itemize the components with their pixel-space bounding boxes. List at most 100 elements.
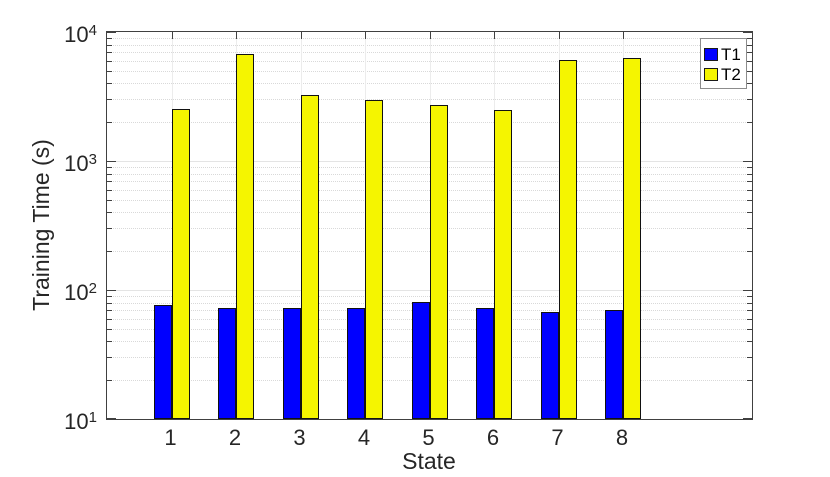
y-tick-label: 101: [64, 408, 97, 434]
x-tick-label: 2: [228, 425, 242, 450]
y-major-tick: [743, 32, 752, 33]
y-minor-tick: [107, 380, 112, 382]
bar-t1: [476, 307, 494, 419]
bar-t2: [623, 57, 641, 419]
y-minor-tick: [107, 309, 112, 311]
x-tick-label: 3: [293, 425, 306, 450]
x-tick-label: 7: [551, 425, 564, 450]
y-minor-tick: [747, 199, 752, 201]
y-minor-tick: [107, 199, 112, 201]
y-minor-tick: [747, 228, 752, 230]
y-minor-tick: [107, 212, 112, 214]
x-top-tick: [171, 32, 173, 39]
bar-t1: [540, 312, 559, 419]
x-top-tick: [429, 32, 431, 39]
bar-t2: [300, 94, 319, 419]
plot-area: [106, 31, 753, 420]
y-minor-tick: [107, 44, 112, 46]
x-top-tick: [236, 32, 237, 39]
y-minor-tick: [107, 83, 112, 85]
y-minor-tick: [107, 189, 112, 191]
y-minor-tick: [747, 37, 752, 39]
y-minor-tick: [747, 173, 752, 175]
x-tick-label: 4: [357, 425, 371, 450]
y-minor-tick: [107, 51, 112, 53]
y-minor-tick: [747, 318, 752, 320]
y-minor-tick: [747, 60, 752, 62]
legend: T1 T2: [700, 38, 747, 89]
x-tick-label: 6: [486, 425, 500, 450]
y-minor-tick: [747, 212, 752, 214]
y-tick-label: 102: [64, 279, 97, 305]
y-minor-tick: [747, 189, 752, 191]
y-minor-tick: [747, 328, 752, 330]
y-minor-tick: [107, 251, 112, 253]
legend-swatch-t1: [704, 47, 718, 61]
y-minor-tick: [107, 99, 112, 101]
legend-label-t1: T1: [721, 44, 741, 64]
bar-t2: [171, 108, 190, 419]
x-tick-label: 5: [422, 425, 435, 450]
y-minor-tick: [107, 173, 112, 175]
bar-t1: [605, 309, 623, 419]
y-axis-label: Training Time (s): [28, 139, 54, 311]
y-minor-tick: [747, 180, 752, 182]
y-minor-tick: [747, 99, 752, 101]
y-major-tick: [743, 418, 752, 419]
y-major-tick: [107, 161, 116, 162]
y-minor-tick: [747, 44, 752, 46]
y-minor-tick: [747, 122, 752, 124]
y-minor-tick: [747, 70, 752, 72]
y-minor-tick: [107, 37, 112, 39]
y-minor-tick: [107, 70, 112, 72]
bar-t1: [218, 308, 236, 419]
y-minor-tick: [107, 341, 112, 343]
y-minor-tick: [107, 318, 112, 320]
bar-t1: [153, 304, 172, 419]
bar-t2: [236, 54, 254, 419]
bar-t2: [494, 109, 512, 419]
legend-swatch-t2: [704, 67, 718, 81]
y-minor-tick: [747, 83, 752, 85]
legend-item-t2: T2: [704, 64, 746, 84]
y-minor-tick: [107, 122, 112, 124]
y-minor-tick: [107, 60, 112, 62]
x-axis-label: State: [402, 448, 456, 474]
y-tick-label: 104: [64, 21, 97, 47]
y-minor-tick: [107, 180, 112, 182]
y-minor-tick: [747, 295, 752, 297]
y-minor-tick: [747, 380, 752, 382]
y-minor-tick: [747, 251, 752, 253]
y-tick-label: 103: [64, 150, 97, 176]
x-top-tick: [494, 32, 495, 39]
bar-t2: [429, 105, 448, 419]
x-top-tick: [623, 32, 624, 39]
y-minor-tick: [747, 309, 752, 311]
y-major-tick: [743, 161, 752, 162]
legend-item-t1: T1: [704, 44, 746, 64]
y-minor-tick: [107, 166, 112, 168]
x-tick-label: 1: [164, 425, 177, 450]
y-minor-tick: [107, 228, 112, 230]
y-minor-tick: [747, 166, 752, 168]
x-top-tick: [300, 32, 302, 39]
y-minor-tick: [747, 302, 752, 304]
y-minor-tick: [107, 302, 112, 304]
y-minor-tick: [107, 295, 112, 297]
y-major-tick: [743, 290, 752, 291]
bar-t1: [347, 308, 365, 419]
y-minor-tick: [107, 357, 112, 359]
y-minor-tick: [747, 341, 752, 343]
y-major-tick: [107, 32, 116, 33]
x-tick-label: 8: [615, 425, 629, 450]
x-top-tick: [558, 32, 560, 39]
bar-t2: [558, 59, 577, 419]
bar-t2: [365, 100, 383, 419]
y-major-tick: [107, 290, 116, 291]
y-minor-tick: [107, 328, 112, 330]
x-top-tick: [365, 32, 366, 39]
y-minor-tick: [747, 357, 752, 359]
bar-t1: [411, 301, 430, 419]
y-major-tick: [107, 418, 116, 419]
